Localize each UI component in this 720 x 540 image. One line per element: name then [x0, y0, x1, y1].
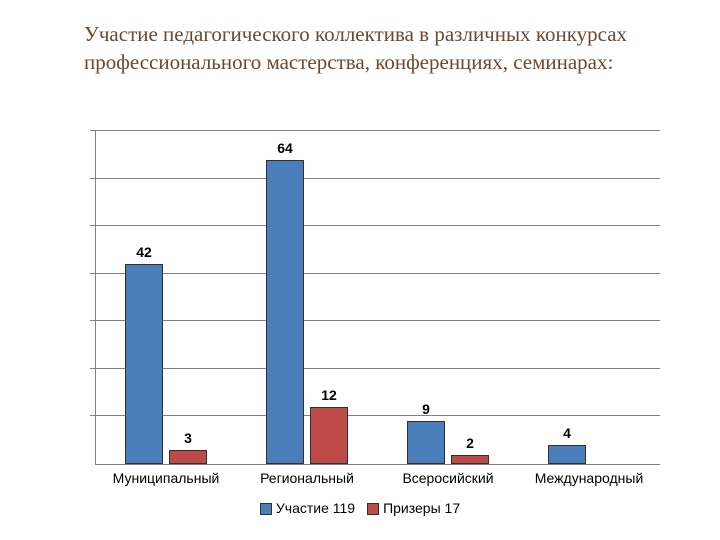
y-tick — [90, 415, 96, 416]
bar — [125, 264, 163, 464]
y-tick — [90, 178, 96, 179]
bar — [407, 421, 445, 464]
y-tick — [90, 130, 96, 131]
slide-title: Участие педагогического коллектива в раз… — [84, 20, 664, 77]
x-axis-label: Региональный — [225, 470, 389, 486]
legend-swatch — [260, 503, 272, 515]
y-tick — [90, 273, 96, 274]
x-axis-label: Международный — [507, 470, 671, 486]
legend-item: Призеры 17 — [367, 500, 460, 516]
bar-chart: 423Муниципальный6412Региональный92Всерос… — [95, 130, 660, 465]
bar-value-label: 4 — [563, 425, 571, 441]
y-tick — [90, 320, 96, 321]
bar — [169, 450, 207, 464]
y-tick — [90, 368, 96, 369]
bar-group: 4Международный — [548, 130, 630, 464]
legend-swatch — [367, 503, 379, 515]
bar-value-label: 3 — [184, 430, 192, 446]
bar-value-label: 9 — [422, 401, 430, 417]
bar-value-label: 64 — [277, 140, 293, 156]
bar — [451, 455, 489, 465]
legend-label: Призеры 17 — [383, 500, 460, 516]
bar-group: 423Муниципальный — [125, 130, 207, 464]
bar-group: 92Всеросийский — [407, 130, 489, 464]
y-tick — [90, 225, 96, 226]
x-axis-label: Муниципальный — [84, 470, 248, 486]
legend-item: Участие 119 — [260, 500, 355, 516]
legend: Участие 119 Призеры 17 — [0, 500, 720, 516]
bar — [310, 407, 348, 464]
bar-group: 6412Региональный — [266, 130, 348, 464]
bar-value-label: 12 — [321, 387, 337, 403]
bar-value-label: 42 — [136, 244, 152, 260]
legend-label: Участие 119 — [276, 500, 355, 516]
bar — [548, 445, 586, 464]
x-axis-label: Всеросийский — [366, 470, 530, 486]
bar-value-label: 2 — [466, 435, 474, 451]
bar — [266, 160, 304, 464]
